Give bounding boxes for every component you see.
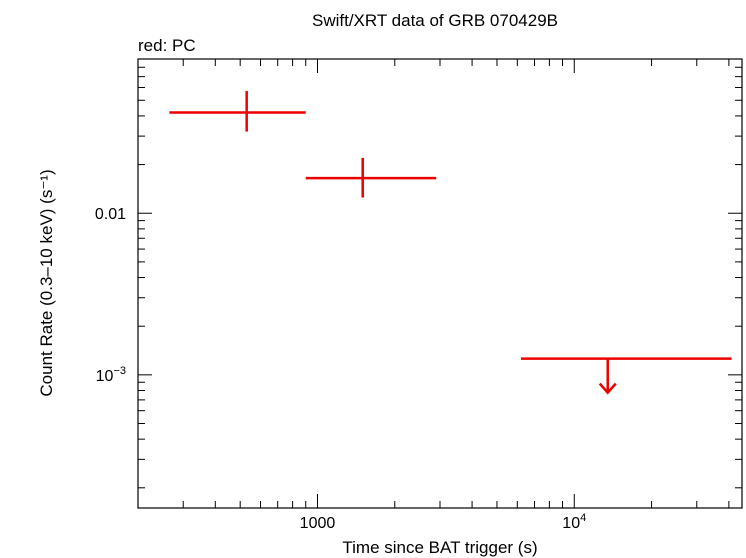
plot-frame	[137, 58, 743, 509]
y-axis-tick-labels: 0.01 10−3	[95, 206, 126, 385]
y-axis-label: Count Rate (0.3–10 keV) (s⁻¹)	[37, 169, 56, 396]
chart-subtitle: red: PC	[138, 36, 196, 55]
data-point	[169, 91, 306, 132]
x-axis-tick-labels: 1000 104	[300, 512, 587, 532]
y-tick-label: 10−3	[96, 365, 126, 385]
data-point	[305, 157, 437, 198]
y-axis-ticks	[138, 58, 742, 489]
upper-limit-arrowhead	[598, 382, 617, 395]
x-axis-label: Time since BAT trigger (s)	[342, 538, 537, 557]
chart-title: Swift/XRT data of GRB 070429B	[312, 11, 558, 30]
x-tick-label: 104	[562, 512, 586, 532]
upper-limit-point	[520, 357, 732, 395]
data-points	[169, 91, 732, 395]
x-tick-label: 1000	[300, 515, 336, 532]
y-tick-label: 0.01	[95, 206, 126, 223]
x-axis-ticks	[137, 59, 730, 508]
